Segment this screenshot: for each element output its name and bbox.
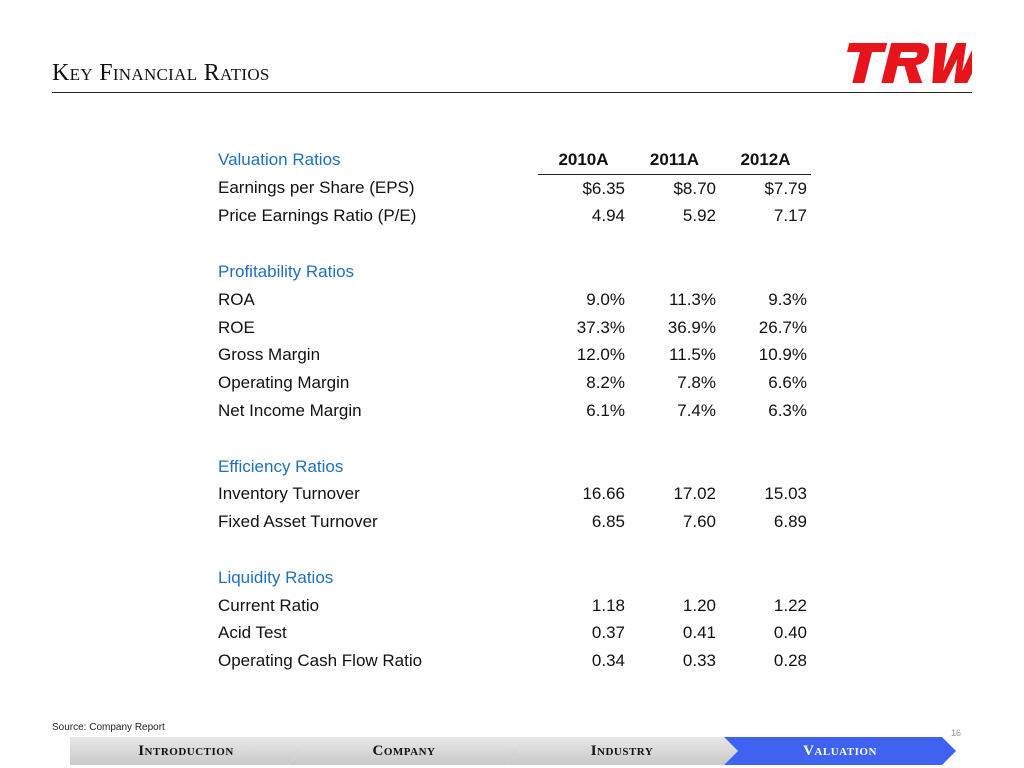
row-value: 6.89 (773, 512, 807, 532)
row-label: Acid Test (218, 623, 287, 643)
column-header: 2011A (629, 146, 720, 175)
section-nav: Introduction Company Industry Valuation (70, 737, 970, 765)
row-label: Current Ratio (218, 595, 320, 615)
row-value: 12.0% (576, 345, 625, 365)
row-value: 6.3% (768, 401, 807, 421)
row-value: 11.3% (669, 289, 716, 309)
row-value: 37.3% (576, 317, 625, 337)
section-header-row: Efficiency Ratios (214, 453, 811, 481)
column-header: 2010A (538, 146, 629, 175)
section-spacer (214, 230, 811, 258)
row-value: 5.92 (682, 206, 716, 226)
row-label: Earnings per Share (EPS) (218, 178, 415, 198)
financial-ratios-table: Valuation Ratios 2010A 2011A 2012A Earnings … (214, 146, 811, 675)
row-value: 6.85 (591, 512, 625, 532)
row-value: 0.40 (773, 623, 807, 643)
row-value: 8.2% (586, 373, 625, 393)
row-value: 26.7% (758, 317, 807, 337)
row-value: 7.60 (682, 512, 716, 532)
section-spacer (214, 425, 811, 453)
table-row: Operating Cash Flow Ratio 0.34 0.33 0.28 (214, 647, 811, 675)
empty-cell (720, 453, 811, 481)
row-value: 0.37 (591, 623, 625, 643)
table-row: Inventory Turnover 16.66 17.02 15.03 (214, 481, 811, 509)
section-label: Efficiency Ratios (218, 456, 344, 476)
trw-logo (847, 43, 972, 83)
page-number: 16 (951, 728, 962, 738)
row-label: Fixed Asset Turnover (218, 512, 378, 532)
table-row: Current Ratio 1.18 1.20 1.22 (214, 592, 811, 620)
row-value: 7.4% (677, 401, 716, 421)
row-value: $8.70 (673, 178, 716, 198)
table-row: Gross Margin 12.0% 11.5% 10.9% (214, 342, 811, 370)
row-label: Inventory Turnover (218, 484, 360, 504)
row-value: 15.03 (764, 484, 807, 504)
empty-cell (720, 258, 811, 286)
source-note: Source: Company Report (52, 722, 165, 733)
row-value: $6.35 (582, 178, 625, 198)
row-value: 1.20 (682, 595, 716, 615)
section-label: Liquidity Ratios (218, 567, 334, 587)
title-divider (52, 92, 972, 93)
row-label: Gross Margin (218, 345, 321, 365)
empty-cell (629, 453, 720, 481)
page-title: Key Financial Ratios (52, 60, 270, 86)
nav-step-company[interactable]: Company (288, 737, 520, 765)
section-header-row: Liquidity Ratios (214, 564, 811, 592)
section-label: Profitability Ratios (218, 262, 355, 282)
row-value: 16.66 (582, 484, 625, 504)
row-label: Operating Cash Flow Ratio (218, 651, 423, 671)
section-header-row: Profitability Ratios (214, 258, 811, 286)
row-value: 7.8% (677, 373, 716, 393)
section-header-row: Valuation Ratios 2010A 2011A 2012A (214, 146, 811, 175)
nav-step-valuation[interactable]: Valuation (724, 737, 956, 765)
row-value: 0.33 (682, 651, 716, 671)
row-value: $7.79 (764, 178, 807, 198)
row-value: 4.94 (591, 206, 625, 226)
row-value: 0.41 (682, 623, 716, 643)
row-value: 6.1% (586, 401, 625, 421)
table-row: Price Earnings Ratio (P/E) 4.94 5.92 7.17 (214, 203, 811, 231)
row-label: Price Earnings Ratio (P/E) (218, 206, 417, 226)
empty-cell (629, 258, 720, 286)
row-value: 0.28 (773, 651, 807, 671)
table-row: Acid Test 0.37 0.41 0.40 (214, 620, 811, 648)
table-row: Earnings per Share (EPS) $6.35 $8.70 $7.79 (214, 174, 811, 202)
row-value: 6.6% (768, 373, 807, 393)
section-spacer (214, 536, 811, 564)
row-value: 7.17 (773, 206, 807, 226)
table-row: Fixed Asset Turnover 6.85 7.60 6.89 (214, 508, 811, 536)
empty-cell (538, 564, 629, 592)
nav-step-introduction[interactable]: Introduction (70, 737, 302, 765)
row-value: 0.34 (591, 651, 625, 671)
row-value: 11.5% (669, 345, 716, 365)
row-value: 9.3% (768, 289, 807, 309)
row-value: 17.02 (673, 484, 716, 504)
empty-cell (629, 564, 720, 592)
table-row: Operating Margin 8.2% 7.8% 6.6% (214, 369, 811, 397)
row-label: ROE (218, 317, 255, 337)
row-value: 9.0% (586, 289, 625, 309)
row-value: 1.22 (773, 595, 807, 615)
nav-step-industry[interactable]: Industry (506, 737, 738, 765)
empty-cell (538, 258, 629, 286)
row-label: Operating Margin (218, 373, 350, 393)
table-row: Net Income Margin 6.1% 7.4% 6.3% (214, 397, 811, 425)
table-row: ROE 37.3% 36.9% 26.7% (214, 314, 811, 342)
row-label: Net Income Margin (218, 401, 362, 421)
empty-cell (538, 453, 629, 481)
row-value: 1.18 (591, 595, 625, 615)
row-value: 10.9% (758, 345, 807, 365)
empty-cell (720, 564, 811, 592)
section-label: Valuation Ratios (218, 150, 341, 170)
table-row: ROA 9.0% 11.3% 9.3% (214, 286, 811, 314)
row-value: 36.9% (667, 317, 716, 337)
row-label: ROA (218, 289, 255, 309)
column-header: 2012A (720, 146, 811, 175)
